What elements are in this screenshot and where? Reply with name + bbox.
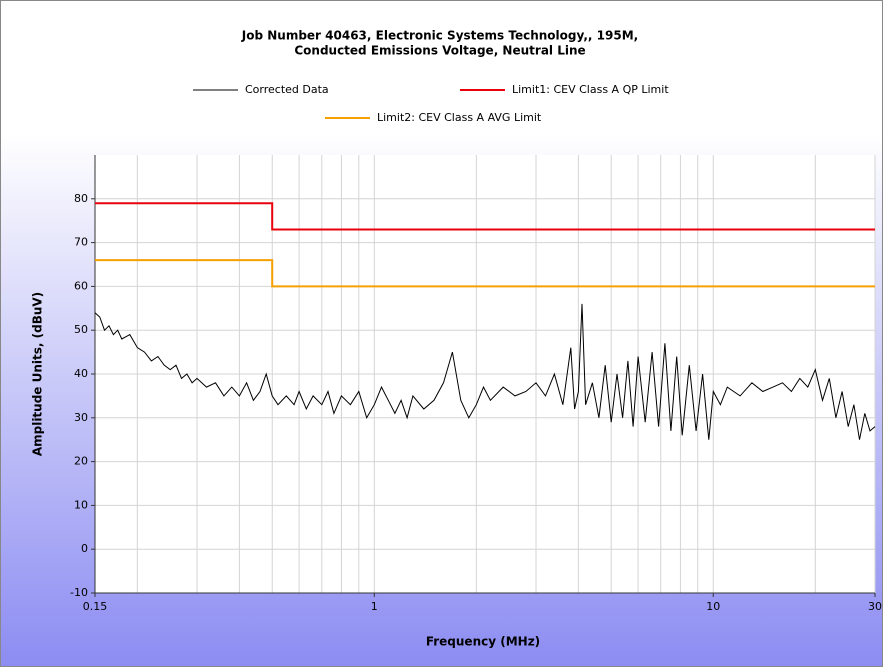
x-axis-title: Frequency (MHz) — [426, 635, 540, 649]
x-tick-label: 30 — [868, 600, 882, 613]
data-line — [94, 303, 876, 440]
y-tick-label: 50 — [74, 323, 88, 336]
x-tick-label: 1 — [371, 600, 378, 613]
legend-label: Limit1: CEV Class A QP Limit — [512, 83, 669, 96]
y-tick-label: 70 — [74, 236, 88, 249]
x-tick-label: 0.15 — [83, 600, 108, 613]
y-tick-label: 60 — [74, 279, 88, 292]
y-tick-label: 40 — [74, 367, 88, 380]
y-tick-label: -10 — [70, 586, 88, 599]
y-tick-label: 80 — [74, 192, 88, 205]
y-tick-label: 20 — [74, 455, 88, 468]
legend-label: Corrected Data — [245, 83, 329, 96]
y-axis-title: Amplitude Units, (dBuV) — [31, 292, 45, 456]
y-tick-label: 10 — [74, 498, 88, 511]
data-line — [95, 259, 875, 288]
x-tick-label: 10 — [706, 600, 720, 613]
legend-label: Limit2: CEV Class A AVG Limit — [377, 111, 542, 124]
chart-title: Job Number 40463, Electronic Systems Tec… — [241, 29, 638, 43]
chart-title: Conducted Emissions Voltage, Neutral Lin… — [294, 44, 585, 58]
y-tick-label: 0 — [81, 542, 88, 555]
data-line — [95, 202, 875, 231]
y-tick-label: 30 — [74, 411, 88, 424]
